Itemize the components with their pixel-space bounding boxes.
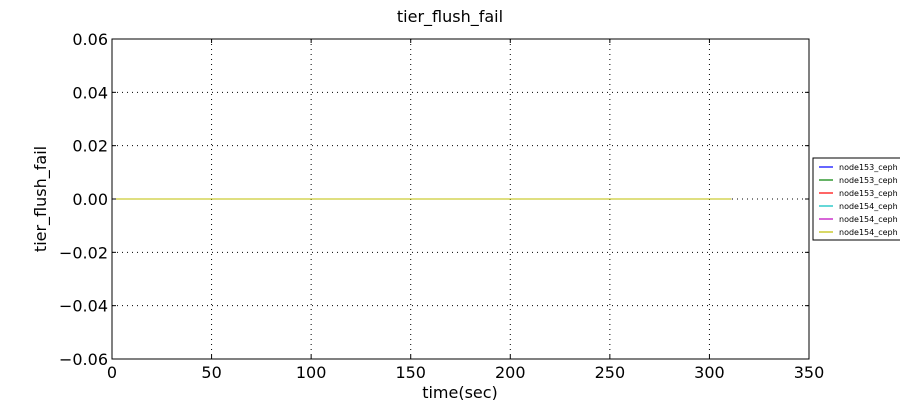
y-tick-label: −0.02 xyxy=(59,243,108,262)
y-tick-label: 0.00 xyxy=(72,190,108,209)
legend-box xyxy=(812,157,900,241)
legend-item-label: node153_ceph xyxy=(839,163,898,172)
x-tick-label: 200 xyxy=(495,363,526,382)
legend-item-label: node154_ceph xyxy=(839,202,898,211)
y-tick-label: 0.04 xyxy=(72,83,108,102)
y-axis-label: tier_flush_fail xyxy=(31,146,51,252)
chart-title: tier_flush_fail xyxy=(397,7,503,27)
x-tick-label: 300 xyxy=(694,363,725,382)
legend: node153_ceph node153_ceph node153_cephnode… xyxy=(812,157,900,241)
y-tick-label: 0.02 xyxy=(72,137,108,156)
x-tick-label: 150 xyxy=(395,363,426,382)
y-axis-ticks: 0.06 0.04 0.02 0.00 −0.02 −0.04 −0.06 xyxy=(59,30,809,369)
y-tick-label: −0.04 xyxy=(59,297,108,316)
series-group xyxy=(112,198,732,200)
y-tick-label: 0.06 xyxy=(72,30,108,49)
x-tick-label: 250 xyxy=(595,363,626,382)
legend-item-label: node154_ceph xyxy=(839,228,898,237)
x-tick-label: 50 xyxy=(201,363,221,382)
legend-item-label: node153_ceph xyxy=(839,176,898,185)
legend-item-label: node153_ceph xyxy=(839,189,898,198)
x-tick-label: 100 xyxy=(296,363,327,382)
x-axis-ticks: 0 50 100 150 200 250 300 350 xyxy=(107,39,824,382)
x-axis-label: time(sec) xyxy=(422,383,498,400)
x-tick-label: 350 xyxy=(794,363,825,382)
legend-item-label: node154_ceph xyxy=(839,215,898,224)
y-tick-label: −0.06 xyxy=(59,350,108,369)
x-tick-label: 0 xyxy=(107,363,117,382)
